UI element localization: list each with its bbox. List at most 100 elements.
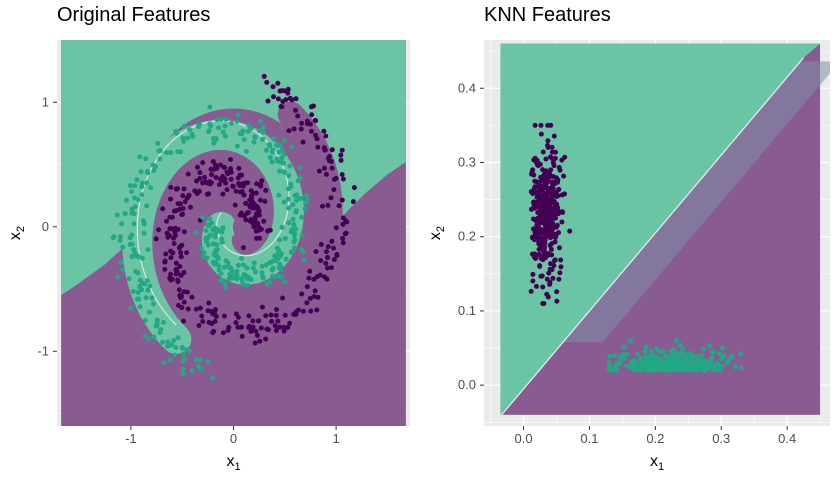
- data-point-series-1: [180, 193, 186, 199]
- data-point-series-1: [551, 163, 557, 169]
- data-point-series-2: [295, 196, 301, 202]
- data-point-series-2: [240, 128, 246, 134]
- data-point-series-2: [279, 148, 285, 154]
- data-point-series-1: [248, 216, 254, 222]
- chart-title-original-features: Original Features: [57, 4, 211, 26]
- data-point-series-1: [256, 318, 262, 324]
- data-point-series-1: [181, 229, 187, 235]
- data-point-series-2: [200, 253, 206, 259]
- data-point-series-1: [286, 128, 292, 134]
- data-point-series-1: [173, 186, 179, 192]
- data-point-series-2: [182, 356, 188, 362]
- data-point-series-1: [299, 291, 305, 297]
- data-point-series-1: [324, 249, 330, 255]
- data-point-series-1: [323, 171, 329, 177]
- data-point-series-2: [292, 237, 298, 243]
- data-point-series-1: [175, 279, 181, 285]
- data-point-series-2: [223, 116, 229, 122]
- data-point-series-2: [252, 269, 258, 275]
- data-point-series-1: [533, 227, 539, 233]
- data-point-series-1: [173, 225, 179, 231]
- data-point-series-1: [275, 318, 281, 324]
- data-point-series-2: [139, 184, 145, 190]
- data-point-series-1: [280, 99, 286, 105]
- data-point-series-1: [306, 275, 312, 281]
- data-point-series-2: [279, 155, 285, 161]
- data-point-series-2: [674, 360, 680, 366]
- data-point-series-2: [624, 352, 630, 358]
- data-point-series-1: [554, 289, 560, 295]
- data-point-series-1: [238, 324, 244, 330]
- data-point-series-2: [146, 309, 152, 315]
- data-point-series-1: [233, 188, 239, 194]
- data-point-series-1: [230, 183, 236, 189]
- data-point-series-1: [322, 274, 328, 280]
- data-point-series-2: [168, 150, 174, 156]
- data-point-series-2: [244, 265, 250, 271]
- data-point-series-1: [299, 120, 305, 126]
- data-point-series-2: [119, 221, 125, 227]
- data-point-series-2: [290, 202, 296, 208]
- data-point-series-2: [180, 351, 186, 357]
- data-point-series-2: [269, 267, 275, 273]
- data-point-series-2: [119, 267, 125, 273]
- data-point-series-1: [265, 327, 271, 333]
- data-point-series-2: [208, 232, 214, 238]
- data-point-series-1: [309, 112, 315, 118]
- data-point-series-2: [117, 237, 123, 243]
- data-point-series-1: [167, 275, 173, 281]
- data-point-series-2: [259, 270, 265, 276]
- data-point-series-2: [203, 238, 209, 244]
- data-point-series-1: [208, 166, 214, 172]
- data-point-series-1: [538, 227, 544, 233]
- data-point-series-1: [239, 333, 245, 339]
- data-point-series-1: [308, 308, 314, 314]
- data-point-series-2: [281, 137, 287, 143]
- data-point-series-2: [139, 280, 145, 286]
- data-point-series-1: [277, 88, 283, 94]
- data-point-series-2: [145, 247, 151, 253]
- data-point-series-2: [274, 156, 280, 162]
- y-tick-label: 0.2: [458, 229, 476, 244]
- data-point-series-2: [245, 128, 251, 134]
- data-point-series-2: [709, 355, 715, 361]
- data-point-series-2: [700, 367, 706, 373]
- data-point-series-1: [171, 208, 177, 214]
- data-point-series-2: [206, 129, 212, 135]
- data-point-series-1: [533, 283, 539, 289]
- data-point-series-1: [207, 179, 213, 185]
- data-point-series-2: [606, 362, 612, 368]
- region-transition: [563, 61, 830, 343]
- data-point-series-2: [274, 245, 280, 251]
- data-point-series-2: [139, 192, 145, 198]
- data-point-series-2: [201, 250, 207, 256]
- data-point-series-1: [177, 206, 183, 212]
- data-point-series-1: [541, 248, 547, 254]
- data-point-series-2: [719, 356, 725, 362]
- data-point-series-2: [235, 262, 241, 268]
- data-point-series-1: [321, 165, 327, 171]
- data-point-series-2: [205, 222, 211, 228]
- data-point-series-1: [326, 153, 332, 159]
- data-point-series-1: [307, 295, 313, 301]
- data-point-series-2: [159, 339, 165, 345]
- data-point-series-1: [331, 245, 337, 251]
- data-point-series-1: [329, 238, 335, 244]
- data-point-series-1: [559, 219, 565, 225]
- data-point-series-1: [550, 186, 556, 192]
- data-point-series-2: [234, 143, 240, 149]
- x-tick-label: 0.4: [778, 431, 796, 446]
- data-point-series-2: [661, 360, 667, 366]
- data-point-series-1: [194, 191, 200, 197]
- data-point-series-1: [241, 192, 247, 198]
- data-point-series-1: [259, 178, 265, 184]
- data-point-series-2: [143, 156, 149, 162]
- data-point-series-2: [200, 214, 206, 220]
- region-green-arm: [122, 119, 304, 354]
- data-point-series-1: [178, 295, 184, 301]
- data-point-series-1: [212, 162, 218, 168]
- data-point-series-1: [536, 241, 542, 247]
- y-axis-title: x2: [427, 226, 447, 240]
- data-point-series-1: [204, 191, 210, 197]
- data-point-series-1: [224, 187, 230, 193]
